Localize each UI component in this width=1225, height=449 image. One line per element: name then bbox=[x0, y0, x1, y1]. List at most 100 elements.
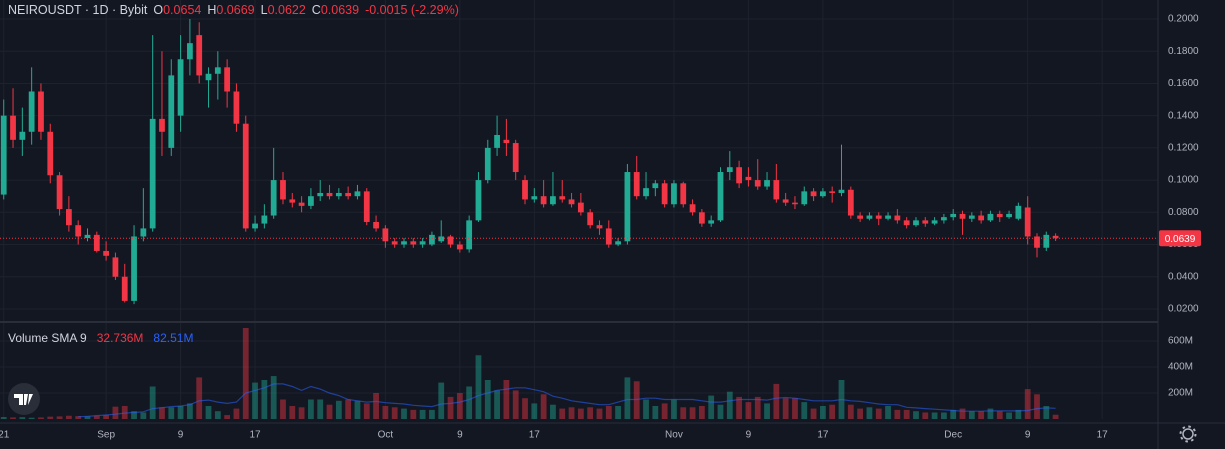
volume-bar bbox=[475, 355, 482, 419]
x-tick-label: 17 bbox=[817, 430, 829, 441]
volume-bar bbox=[0, 417, 7, 419]
volume-title: Volume SMA 9 bbox=[8, 331, 87, 345]
gear-teeth[interactable] bbox=[1179, 425, 1197, 443]
candle-body bbox=[941, 217, 947, 221]
volume-bar bbox=[596, 408, 603, 419]
candle-body bbox=[298, 202, 305, 206]
candle-body bbox=[587, 212, 594, 226]
candle-body bbox=[708, 220, 715, 224]
volume-bar bbox=[270, 376, 277, 419]
candles bbox=[0, 19, 1059, 305]
candle-body bbox=[224, 67, 231, 92]
volume-bar bbox=[894, 409, 901, 419]
volume-bar bbox=[1024, 389, 1031, 419]
volume-tick-label: 400M bbox=[1168, 362, 1193, 373]
volume-bar bbox=[875, 408, 882, 419]
volume-bar bbox=[177, 405, 184, 419]
volume-bar bbox=[242, 327, 249, 419]
volume-bar bbox=[10, 417, 16, 419]
candle-body bbox=[745, 176, 752, 181]
volume-bar bbox=[959, 408, 966, 419]
candle-body bbox=[689, 204, 696, 213]
candle-body bbox=[484, 147, 491, 181]
candle-body bbox=[903, 220, 910, 226]
y-tick-label: 0.1800 bbox=[1168, 46, 1199, 57]
candle-body bbox=[494, 134, 500, 148]
candle-body bbox=[987, 213, 994, 221]
candle-body bbox=[503, 139, 510, 144]
candle-body bbox=[261, 215, 268, 224]
candle-body bbox=[838, 189, 845, 193]
volume-bar bbox=[1034, 394, 1040, 419]
candle-body bbox=[661, 183, 668, 205]
candle-body bbox=[475, 180, 482, 221]
volume-bar bbox=[885, 405, 891, 419]
volume-bar bbox=[913, 411, 919, 419]
volume-bar bbox=[661, 403, 668, 419]
volume-bar bbox=[308, 399, 314, 419]
volume-bar bbox=[987, 408, 994, 419]
candle-body bbox=[168, 75, 175, 148]
x-tick-label: 9 bbox=[1025, 430, 1031, 441]
candle-body bbox=[363, 191, 370, 222]
volume-bar bbox=[317, 399, 324, 419]
volume-bar bbox=[47, 416, 54, 419]
volume-bar bbox=[857, 408, 864, 419]
candle-body bbox=[289, 199, 296, 203]
settings-button[interactable] bbox=[1179, 425, 1197, 443]
x-tick-label: 9 bbox=[746, 430, 752, 441]
candle-body bbox=[10, 115, 16, 140]
axes: 0.02000.04000.06000.08000.10000.12000.14… bbox=[0, 14, 1201, 441]
volume-bar bbox=[810, 408, 817, 419]
volume-bar bbox=[587, 407, 594, 419]
y-tick-label: 0.1000 bbox=[1168, 175, 1199, 186]
volume-bar bbox=[196, 377, 203, 419]
candle-body bbox=[391, 241, 398, 245]
candle-body bbox=[1024, 207, 1031, 237]
volume-bar bbox=[410, 409, 417, 419]
volume-bar bbox=[140, 412, 147, 419]
last-price-label: 0.0639 bbox=[1165, 234, 1196, 245]
symbol: NEIROUSDT · 1D · Bybit bbox=[8, 3, 148, 17]
volume-bar bbox=[84, 416, 91, 419]
candle-body bbox=[894, 215, 901, 221]
sma-line bbox=[78, 383, 1056, 418]
volume-bar bbox=[764, 403, 770, 419]
candle-body bbox=[131, 236, 137, 301]
candle-body bbox=[522, 180, 528, 200]
volume-bar bbox=[289, 405, 296, 419]
candle-body bbox=[103, 250, 110, 256]
candle-body bbox=[233, 91, 240, 124]
candle-body bbox=[568, 199, 575, 205]
candle-body bbox=[252, 223, 258, 229]
y-tick-label: 0.0400 bbox=[1168, 271, 1199, 282]
volume-bar bbox=[363, 403, 370, 419]
x-tick-label: 17 bbox=[1097, 430, 1109, 441]
volume-bar bbox=[233, 408, 240, 419]
candle-body bbox=[205, 73, 212, 81]
candle-body bbox=[326, 192, 333, 197]
volume-bar bbox=[298, 407, 305, 419]
candle-body bbox=[643, 188, 649, 197]
volume-bar bbox=[615, 405, 621, 419]
candle-body bbox=[680, 183, 687, 205]
candle-body bbox=[270, 180, 277, 216]
volume-bar bbox=[847, 404, 854, 419]
header: NEIROUSDT · 1D · Bybit O0.0654 H0.0669 L0.0… bbox=[8, 3, 459, 17]
ohlc-label: L bbox=[261, 3, 268, 17]
change: -0.0015 (-2.29%) bbox=[365, 3, 459, 17]
candle-body bbox=[596, 225, 603, 229]
volume-bar bbox=[224, 415, 231, 419]
gear[interactable] bbox=[1182, 428, 1194, 440]
candle-body bbox=[866, 215, 873, 219]
volume-bar bbox=[75, 416, 82, 419]
candle-body bbox=[335, 192, 342, 197]
volume-bar bbox=[401, 408, 407, 419]
x-tick-label: Dec bbox=[944, 430, 962, 441]
volume-bar bbox=[708, 395, 715, 419]
volume-tick-label: 600M bbox=[1168, 336, 1193, 347]
candle-body bbox=[922, 220, 929, 224]
volume-bar bbox=[503, 379, 510, 419]
candle-body bbox=[633, 172, 640, 197]
